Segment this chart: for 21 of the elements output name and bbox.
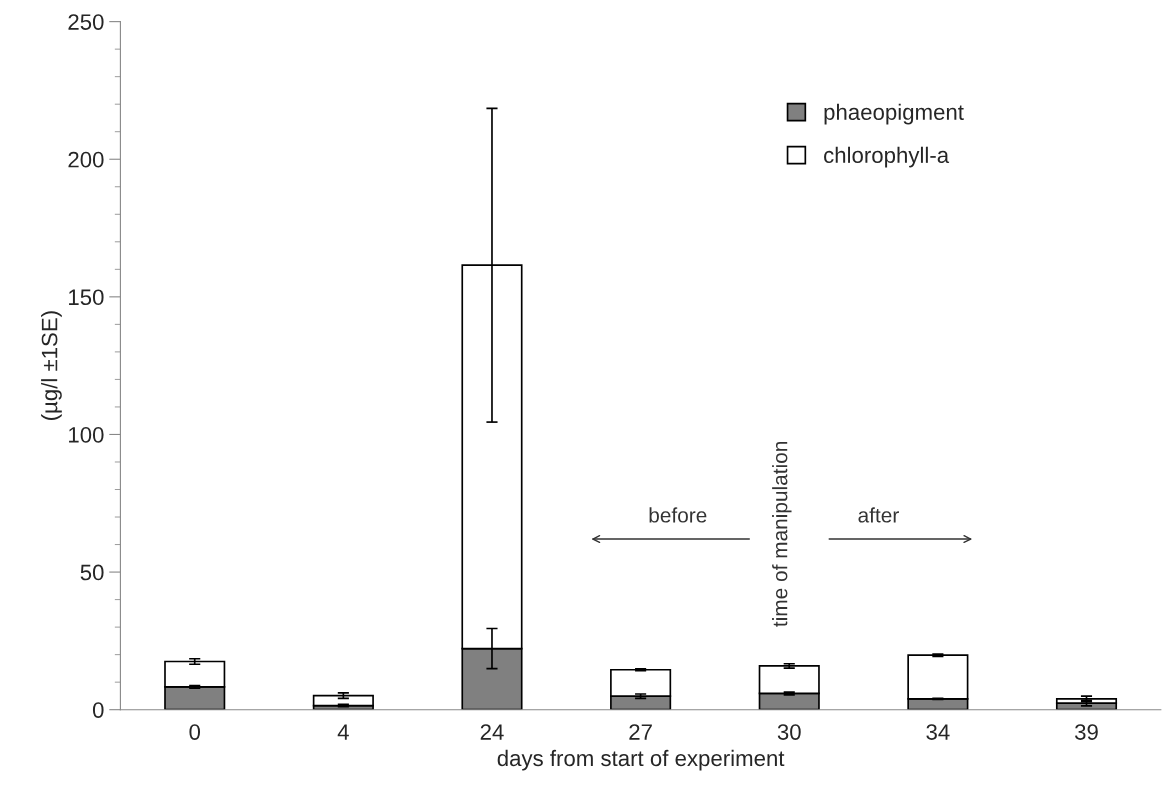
y-tick-label: 100 [69,427,104,443]
x-tick-label: 24 [480,724,504,740]
legend-label: chlorophyll-a [824,146,950,168]
y-tick-label: 150 [69,289,104,306]
y-tick-label: 50 [80,564,104,581]
annotation: after [858,507,899,523]
x-tick-label: 39 [1074,724,1098,740]
bar [312,694,374,707]
x-tick-label: 27 [629,724,652,740]
y-tick-label: 250 [68,14,104,30]
x-tick-label: 34 [926,724,950,740]
x-tick-label: 4 [337,724,349,740]
annotation: time of manipulation [772,442,792,627]
y-axis-title: (µg/l ±1SE) [41,311,62,420]
y-tick-label: 0 [92,702,104,718]
legend-label: phaeopigment [824,103,964,125]
x-tick-label: 30 [777,724,801,740]
x-axis-title: days from start of experiment [497,749,785,771]
y-tick-label: 200 [68,151,104,168]
annotation: before [649,507,707,523]
x-tick-label: 0 [189,724,201,740]
